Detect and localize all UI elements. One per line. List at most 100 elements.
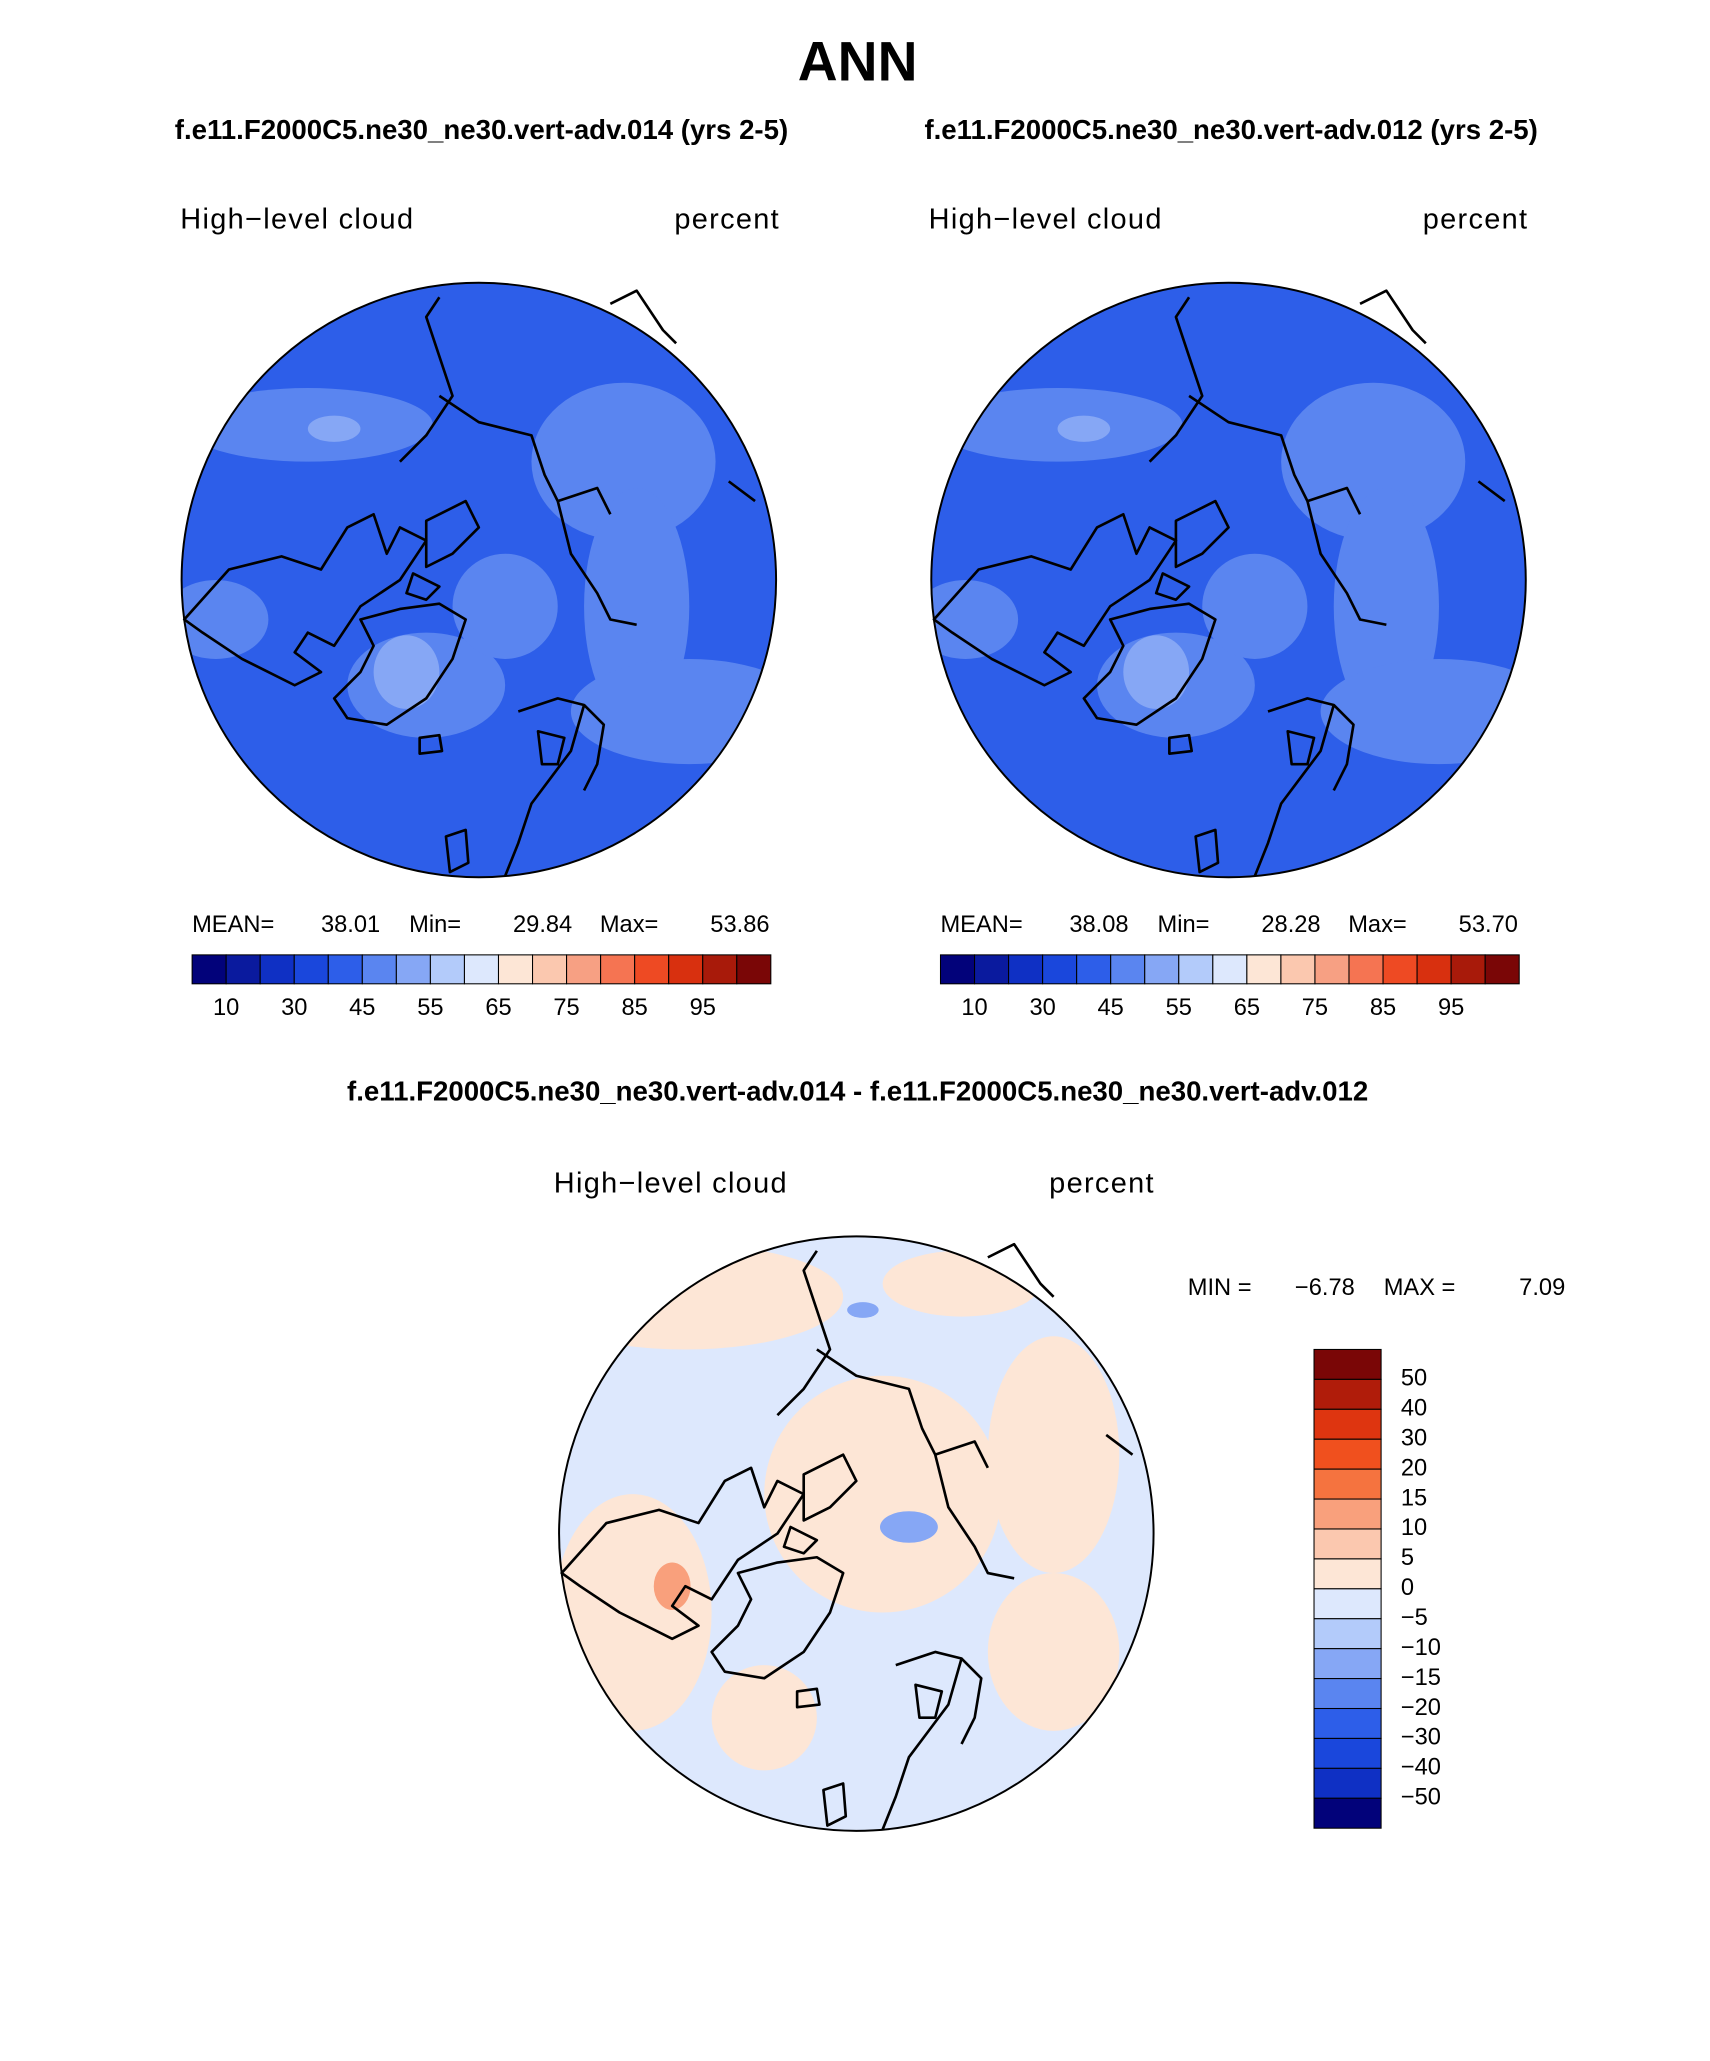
- colorbar-box: [1212, 954, 1248, 985]
- colorbar-box: [361, 954, 397, 985]
- colorbar-box: [974, 954, 1010, 985]
- colorbar-label: 65: [1234, 995, 1260, 1021]
- colorbar-box: [327, 954, 363, 985]
- colorbar-label: 95: [690, 995, 716, 1021]
- subtitle: f.e11.F2000C5.ne30_ne30.vert-adv.014 (yr…: [175, 114, 788, 145]
- colorbar-box: [463, 954, 500, 985]
- colorbar-box: [1313, 1378, 1382, 1410]
- colorbar-box: [1484, 954, 1520, 985]
- colorbar-box: [1280, 954, 1316, 985]
- max: 53.70: [1459, 912, 1518, 938]
- colorbar-box: [1348, 954, 1384, 985]
- max-label: Max=: [1348, 912, 1407, 938]
- colorbar-label: −30: [1401, 1725, 1441, 1751]
- colorbar-box: [634, 954, 670, 985]
- colorbar-label: −40: [1401, 1755, 1441, 1781]
- min: 29.84: [513, 912, 572, 938]
- min-value: −6.78: [1295, 1275, 1355, 1301]
- colorbar-box: [1076, 954, 1112, 985]
- colorbar-box: [532, 954, 568, 985]
- max-value: 7.09: [1519, 1275, 1565, 1301]
- units-label: percent: [674, 204, 780, 236]
- colorbar-box: [1313, 1558, 1382, 1590]
- colorbar-box: [395, 954, 431, 985]
- colorbar-label: 30: [1401, 1425, 1427, 1451]
- colorbar-box: [1313, 1678, 1382, 1710]
- colorbar-label: 85: [621, 995, 647, 1021]
- colorbar-label: 10: [213, 995, 239, 1021]
- colorbar-label: 30: [1029, 995, 1055, 1021]
- colorbar-label: 0: [1401, 1575, 1414, 1601]
- colorbar-label: 30: [281, 995, 307, 1021]
- colorbar-box: [1178, 954, 1214, 985]
- colorbar-box: [566, 954, 602, 985]
- colorbar-box: [225, 954, 261, 985]
- colorbar-label: 50: [1401, 1366, 1427, 1392]
- colorbar-box: [1313, 1348, 1382, 1380]
- colorbar-box: [1313, 1797, 1382, 1829]
- colorbar-box: [1313, 1408, 1382, 1440]
- colorbar-box: [293, 954, 329, 985]
- min-label: MIN =: [1188, 1275, 1252, 1301]
- colorbar-label: 10: [1401, 1515, 1427, 1541]
- mean-label: MEAN=: [192, 912, 274, 938]
- mean-label: MEAN=: [940, 912, 1022, 938]
- min: 28.28: [1261, 912, 1320, 938]
- colorbar-label: 95: [1438, 995, 1464, 1021]
- colorbar-box: [1313, 1438, 1382, 1470]
- colorbar-label: 5: [1401, 1545, 1414, 1571]
- colorbar-box: [1110, 954, 1146, 985]
- colorbar-label: 40: [1401, 1396, 1427, 1422]
- colorbar-label: −5: [1401, 1605, 1428, 1631]
- colorbar-box: [1313, 1707, 1382, 1739]
- colorbar-box: [1246, 954, 1282, 985]
- colorbar-label: 20: [1401, 1455, 1427, 1481]
- colorbar-label: 65: [485, 995, 511, 1021]
- colorbar-label: 10: [961, 995, 987, 1021]
- colorbar-box: [429, 954, 465, 985]
- variable-label: High−level cloud: [929, 204, 1163, 236]
- colorbar-label: 45: [1098, 995, 1124, 1021]
- map: [528, 1236, 1154, 1830]
- colorbar-box: [191, 954, 227, 985]
- units-label: percent: [1423, 204, 1529, 236]
- colorbar-box: [702, 954, 738, 985]
- colorbar-box: [1313, 1498, 1382, 1530]
- colorbar-box: [1313, 1618, 1382, 1650]
- variable-label: High−level cloud: [180, 204, 414, 236]
- colorbar-label: 85: [1370, 995, 1396, 1021]
- units-label: percent: [1049, 1168, 1155, 1200]
- colorbar-box: [1008, 954, 1044, 985]
- colorbar-box: [1313, 1648, 1382, 1680]
- colorbar-box: [1313, 1767, 1382, 1799]
- colorbar-box: [1144, 954, 1180, 985]
- colorbar-box: [939, 954, 976, 985]
- colorbar-box: [1313, 1468, 1382, 1500]
- colorbar-box: [668, 954, 704, 985]
- colorbar-label: −20: [1401, 1695, 1441, 1721]
- colorbar-label: 75: [1302, 995, 1328, 1021]
- colorbar-box: [1450, 954, 1486, 985]
- colorbar-label: −10: [1401, 1635, 1441, 1661]
- mean: 38.08: [1069, 912, 1128, 938]
- variable-label: High−level cloud: [554, 1168, 788, 1200]
- colorbar-label: −50: [1401, 1785, 1441, 1811]
- colorbar-box: [1313, 1528, 1382, 1560]
- mean: 38.01: [321, 912, 380, 938]
- max: 53.86: [710, 912, 769, 938]
- colorbar-label: 55: [417, 995, 443, 1021]
- colorbar-box: [1313, 1588, 1382, 1620]
- max-label: Max=: [600, 912, 659, 938]
- colorbar-box: [1416, 954, 1452, 985]
- colorbar-box: [1313, 1737, 1382, 1769]
- colorbar-box: [736, 954, 772, 985]
- colorbar-box: [1042, 954, 1078, 985]
- max-label: MAX =: [1384, 1275, 1456, 1301]
- diff-title: f.e11.F2000C5.ne30_ne30.vert-adv.014 - f…: [347, 1075, 1368, 1106]
- subtitle: f.e11.F2000C5.ne30_ne30.vert-adv.012 (yr…: [924, 114, 1537, 145]
- map: [163, 283, 807, 877]
- map: [913, 283, 1557, 877]
- colorbar-label: 15: [1401, 1485, 1427, 1511]
